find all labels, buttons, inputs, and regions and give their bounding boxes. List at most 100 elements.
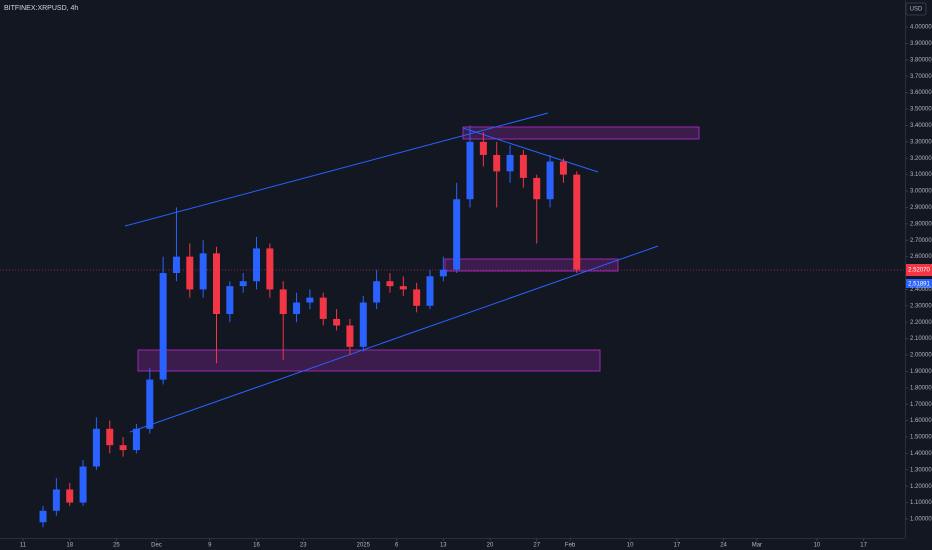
- candle-body: [359, 302, 367, 347]
- zone-rect[interactable]: [462, 126, 700, 140]
- candle-body: [319, 297, 327, 319]
- candle-body: [199, 253, 207, 290]
- candle-body: [453, 199, 461, 270]
- candle-body: [426, 276, 434, 306]
- candle-body: [212, 253, 220, 315]
- candle-body: [373, 281, 381, 303]
- candle-body: [266, 248, 274, 290]
- y-tick-label: 1.40000: [910, 451, 932, 457]
- x-tick-label: Dec: [151, 543, 162, 549]
- y-tick-label: 1.10000: [910, 500, 932, 506]
- candle-body: [66, 489, 74, 503]
- y-tick-label: 3.60000: [910, 90, 932, 96]
- y-tick-label: 3.00000: [910, 189, 932, 195]
- y-tick-label: 1.80000: [910, 385, 932, 391]
- y-tick-label: 1.90000: [910, 369, 932, 375]
- currency-box[interactable]: [905, 2, 927, 16]
- x-tick-label: 23: [300, 543, 307, 549]
- candle-body: [479, 141, 487, 155]
- candle-body: [346, 325, 354, 347]
- y-tick-label: 3.20000: [910, 156, 932, 162]
- candle-body: [306, 297, 314, 303]
- y-tick-label: 2.90000: [910, 205, 932, 211]
- y-tick-label: 1.30000: [910, 467, 932, 473]
- y-tick-label: 2.60000: [910, 254, 932, 260]
- x-tick-label: 17: [860, 543, 867, 549]
- candle-body: [92, 428, 100, 467]
- candle-body: [333, 318, 341, 326]
- candle-body: [253, 248, 261, 282]
- y-tick-label: 2.10000: [910, 336, 932, 342]
- y-tick-label: 2.00000: [910, 353, 932, 359]
- price-tag-label: 2.52070: [908, 268, 930, 274]
- y-tick-label: 3.10000: [910, 172, 932, 178]
- y-tick-label: 3.30000: [910, 139, 932, 145]
- x-tick-label: 16: [253, 543, 260, 549]
- candle-body: [119, 445, 127, 451]
- y-tick-label: 1.70000: [910, 402, 932, 408]
- candle-body: [573, 174, 581, 270]
- candle-body: [52, 489, 60, 511]
- candle-body: [106, 428, 114, 446]
- candle-body: [439, 269, 447, 277]
- x-tick-label: 9: [208, 543, 212, 549]
- trend-line[interactable]: [124, 112, 549, 227]
- x-tick-label: 10: [814, 543, 821, 549]
- currency-label: USD: [910, 7, 923, 13]
- y-tick-label: 1.60000: [910, 418, 932, 424]
- x-tick-label: 18: [66, 543, 73, 549]
- y-tick-label: 2.30000: [910, 303, 932, 309]
- y-tick-label: 1.00000: [910, 517, 932, 523]
- y-tick-label: 3.90000: [910, 41, 932, 47]
- candle-body: [559, 161, 567, 175]
- x-tick-label: Feb: [565, 543, 576, 549]
- price-tag: [906, 279, 932, 288]
- y-tick-label: 2.40000: [910, 287, 932, 293]
- candles: [39, 125, 581, 528]
- candle-body: [293, 302, 301, 315]
- candle-body: [39, 510, 47, 523]
- candle-body: [226, 286, 234, 315]
- candle-body: [519, 154, 527, 178]
- y-tick-label: 4.00000: [910, 25, 932, 31]
- price-tag: [906, 264, 932, 276]
- x-tick-label: 2025: [357, 543, 371, 549]
- candle-body: [493, 154, 501, 172]
- y-tick-label: 2.80000: [910, 221, 932, 227]
- y-tick-label: 3.50000: [910, 107, 932, 113]
- x-tick-label: 17: [673, 543, 680, 549]
- candle-body: [132, 428, 140, 451]
- drawings: [0, 112, 905, 433]
- candle-body: [399, 286, 407, 290]
- x-tick-label: 11: [20, 543, 27, 549]
- trend-line[interactable]: [462, 127, 599, 173]
- y-tick-label: 2.70000: [910, 238, 932, 244]
- y-tick-label: 2.20000: [910, 320, 932, 326]
- candle-body: [146, 379, 154, 429]
- candle-body: [466, 141, 474, 200]
- candle-body: [186, 256, 194, 290]
- x-tick-label: 24: [720, 543, 727, 549]
- x-tick-label: 25: [113, 543, 120, 549]
- y-tick-label: 1.20000: [910, 484, 932, 490]
- candle-body: [506, 154, 514, 172]
- y-tick-label: 3.70000: [910, 74, 932, 80]
- candle-body: [533, 177, 541, 200]
- price-tag-label: 2.51891: [908, 282, 930, 288]
- y-tick-label: 3.80000: [910, 57, 932, 63]
- x-tick-label: 6: [395, 543, 399, 549]
- candle-body: [159, 273, 167, 380]
- candle-body: [79, 466, 87, 503]
- candle-body: [239, 281, 247, 287]
- trend-line[interactable]: [129, 245, 659, 433]
- candle-body: [386, 281, 394, 287]
- candle-body: [172, 256, 180, 274]
- candle-body: [279, 289, 287, 315]
- zone-rect[interactable]: [137, 349, 601, 372]
- y-tick-label: 1.50000: [910, 435, 932, 441]
- y-tick-label: 3.40000: [910, 123, 932, 129]
- candle-body: [413, 289, 421, 306]
- x-tick-label: 13: [440, 543, 447, 549]
- symbol-title: BITFINEX:XRPUSD, 4h: [4, 5, 78, 12]
